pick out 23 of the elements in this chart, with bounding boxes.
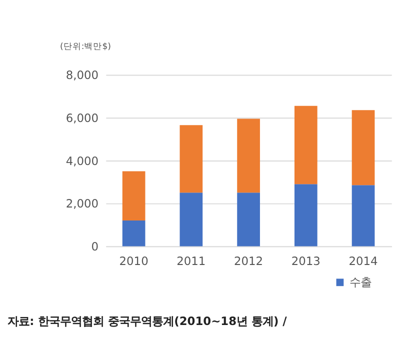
bar [122, 171, 146, 220]
bar [180, 192, 203, 246]
bar [237, 192, 260, 246]
x-tick-label: 2014 [348, 254, 378, 268]
x-tick-label: 2010 [119, 254, 148, 268]
y-tick-label: 0 [91, 239, 99, 254]
bar [294, 106, 318, 184]
bar [352, 110, 375, 186]
bar [352, 185, 375, 246]
y-tick-label: 6,000 [66, 110, 99, 125]
y-tick-label: 4,000 [66, 154, 99, 168]
bar [180, 125, 203, 193]
bar [122, 220, 146, 246]
x-tick-label: 2012 [234, 254, 264, 268]
x-tick-label: 2013 [291, 254, 320, 268]
legend-label: 수출 [349, 275, 372, 290]
bar [237, 118, 260, 193]
text: 자료: 한국무역협회 중국무역통계(2010~18년 통계) / [8, 314, 288, 328]
x-tick-label: 2011 [176, 254, 206, 268]
bar [294, 184, 318, 246]
y-tick-label: 2,000 [66, 196, 99, 211]
y-axis-title: (단위:백만$) [60, 42, 112, 52]
y-tick-label: 8,000 [66, 68, 99, 82]
